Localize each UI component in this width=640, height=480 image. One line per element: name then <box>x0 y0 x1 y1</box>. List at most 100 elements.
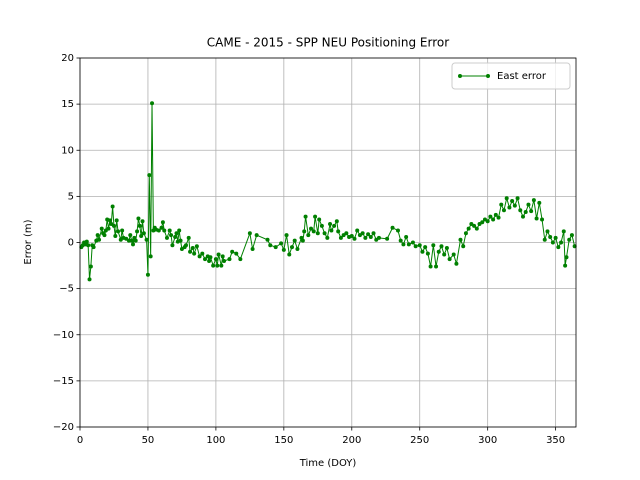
data-point <box>431 243 436 248</box>
data-point <box>442 252 447 257</box>
data-point <box>512 203 517 208</box>
data-point <box>197 254 202 259</box>
x-tick-label: 200 <box>342 435 361 446</box>
data-point <box>534 216 539 221</box>
data-point <box>355 228 360 233</box>
data-point <box>491 217 496 222</box>
data-point <box>395 228 400 233</box>
y-tick-label: 0 <box>68 238 74 249</box>
x-tick-label: 150 <box>274 435 293 446</box>
data-point <box>553 235 558 240</box>
data-point <box>366 232 371 237</box>
data-point <box>306 233 311 238</box>
y-tick-label: 15 <box>61 99 74 110</box>
data-point <box>472 223 477 228</box>
data-point <box>439 244 444 249</box>
data-point <box>167 228 172 233</box>
data-point <box>183 243 188 248</box>
y-axis-label: Error (m) <box>23 219 34 264</box>
data-point <box>537 200 542 205</box>
data-point <box>406 242 411 247</box>
data-point <box>567 237 572 242</box>
data-point <box>287 252 292 257</box>
data-point <box>523 210 528 215</box>
data-point <box>309 226 314 231</box>
data-point <box>170 243 175 248</box>
x-tick-label: 100 <box>206 435 225 446</box>
data-point <box>322 231 327 236</box>
data-point <box>550 240 555 245</box>
data-point <box>515 196 520 201</box>
data-point <box>404 234 409 239</box>
data-point <box>398 238 403 243</box>
legend-box <box>451 62 571 90</box>
data-point <box>247 231 252 236</box>
data-point <box>325 235 330 240</box>
data-point <box>488 214 493 219</box>
data-point <box>371 231 376 236</box>
data-point <box>315 231 320 236</box>
x-tick-label: 0 <box>77 435 83 446</box>
data-point <box>234 251 239 256</box>
data-point <box>363 235 368 240</box>
data-point <box>317 217 322 222</box>
data-point <box>145 272 150 277</box>
data-point <box>423 245 428 250</box>
data-point <box>211 263 216 268</box>
x-tick-label: 250 <box>410 435 429 446</box>
data-line <box>80 103 576 280</box>
y-tick-label: −15 <box>53 376 74 387</box>
y-tick-label: −5 <box>59 284 74 295</box>
y-tick-label: 5 <box>68 191 74 202</box>
data-point <box>545 229 550 234</box>
data-point <box>281 247 286 252</box>
data-point <box>186 235 191 240</box>
data-point <box>177 228 182 233</box>
data-point <box>563 263 568 268</box>
data-point <box>141 231 146 236</box>
y-tick-label: −20 <box>53 422 74 433</box>
data-point <box>173 234 178 239</box>
data-point <box>344 231 349 236</box>
data-point <box>390 225 395 230</box>
data-point <box>128 233 133 238</box>
data-point <box>540 217 545 222</box>
data-point <box>295 246 300 251</box>
data-point <box>303 214 308 219</box>
data-point <box>190 246 195 251</box>
data-point <box>564 255 569 260</box>
data-point <box>521 214 526 219</box>
data-point <box>561 229 566 234</box>
data-point <box>116 229 121 234</box>
data-point <box>95 233 100 238</box>
data-point <box>461 244 466 249</box>
data-point <box>97 237 102 242</box>
data-point <box>413 244 418 249</box>
data-point <box>410 240 415 245</box>
data-point <box>300 238 305 243</box>
data-point <box>548 234 553 239</box>
data-point <box>222 258 227 263</box>
data-point <box>220 254 225 259</box>
data-point <box>436 249 441 254</box>
data-point <box>87 277 92 282</box>
data-point <box>139 234 144 239</box>
data-point <box>227 257 232 262</box>
data-point <box>216 252 221 257</box>
data-point <box>150 101 155 106</box>
x-tick-label: 350 <box>546 435 565 446</box>
data-point <box>106 226 111 231</box>
data-point <box>451 252 456 257</box>
data-point <box>338 235 343 240</box>
data-point <box>169 233 174 238</box>
data-point <box>113 234 118 239</box>
data-point <box>238 257 243 262</box>
data-point <box>496 215 501 220</box>
data-point <box>302 229 307 234</box>
data-point <box>368 234 373 239</box>
data-point <box>319 223 324 228</box>
data-point <box>133 238 138 243</box>
data-point <box>160 220 165 225</box>
data-point <box>148 254 153 259</box>
